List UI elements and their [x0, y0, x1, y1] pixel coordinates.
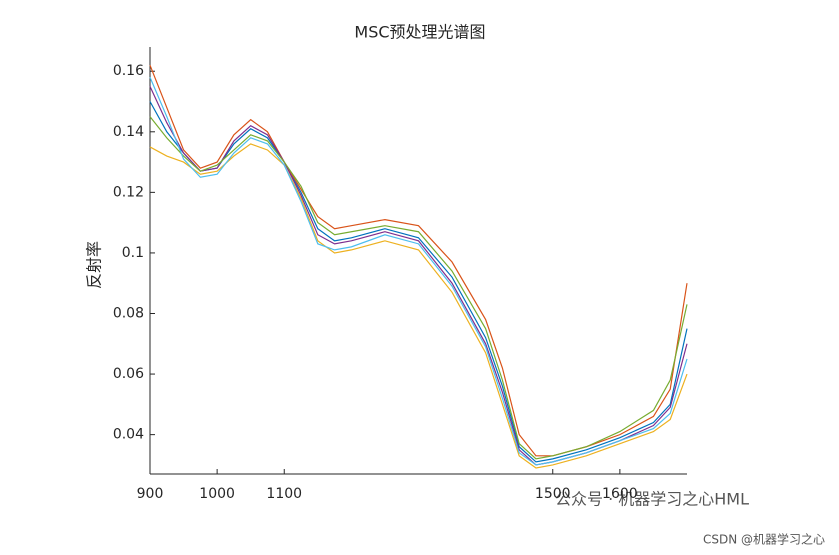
x-tick-label: 900: [137, 486, 164, 502]
spectrum-line: [149, 77, 688, 466]
x-tick-label: 1500: [535, 486, 571, 502]
y-axis-label: 反射率: [85, 241, 104, 289]
spectrum-line: [149, 143, 688, 469]
x-tick-label: 1100: [266, 486, 302, 502]
spectrum-line: [149, 101, 688, 463]
y-tick-label: 0.06: [113, 366, 144, 382]
y-tick-label: 0.12: [113, 184, 144, 200]
watermark: 公众号 · 机器学习之心HML: [555, 490, 749, 509]
y-tick-label: 0.08: [113, 305, 144, 321]
chart-title: MSC预处理光谱图: [354, 23, 485, 42]
watermark: CSDN @机器学习之心: [703, 532, 825, 547]
y-tick-label: 0.14: [113, 124, 144, 140]
spectrum-line: [149, 86, 688, 466]
y-tick-label: 0.16: [113, 63, 144, 79]
y-tick-label: 0.1: [122, 245, 144, 261]
spectrum-line: [149, 116, 688, 460]
spectrum-line: [149, 64, 688, 457]
x-tick-label: 1600: [602, 486, 638, 502]
y-tick-label: 0.04: [113, 427, 144, 443]
x-tick-label: 1000: [199, 486, 235, 502]
